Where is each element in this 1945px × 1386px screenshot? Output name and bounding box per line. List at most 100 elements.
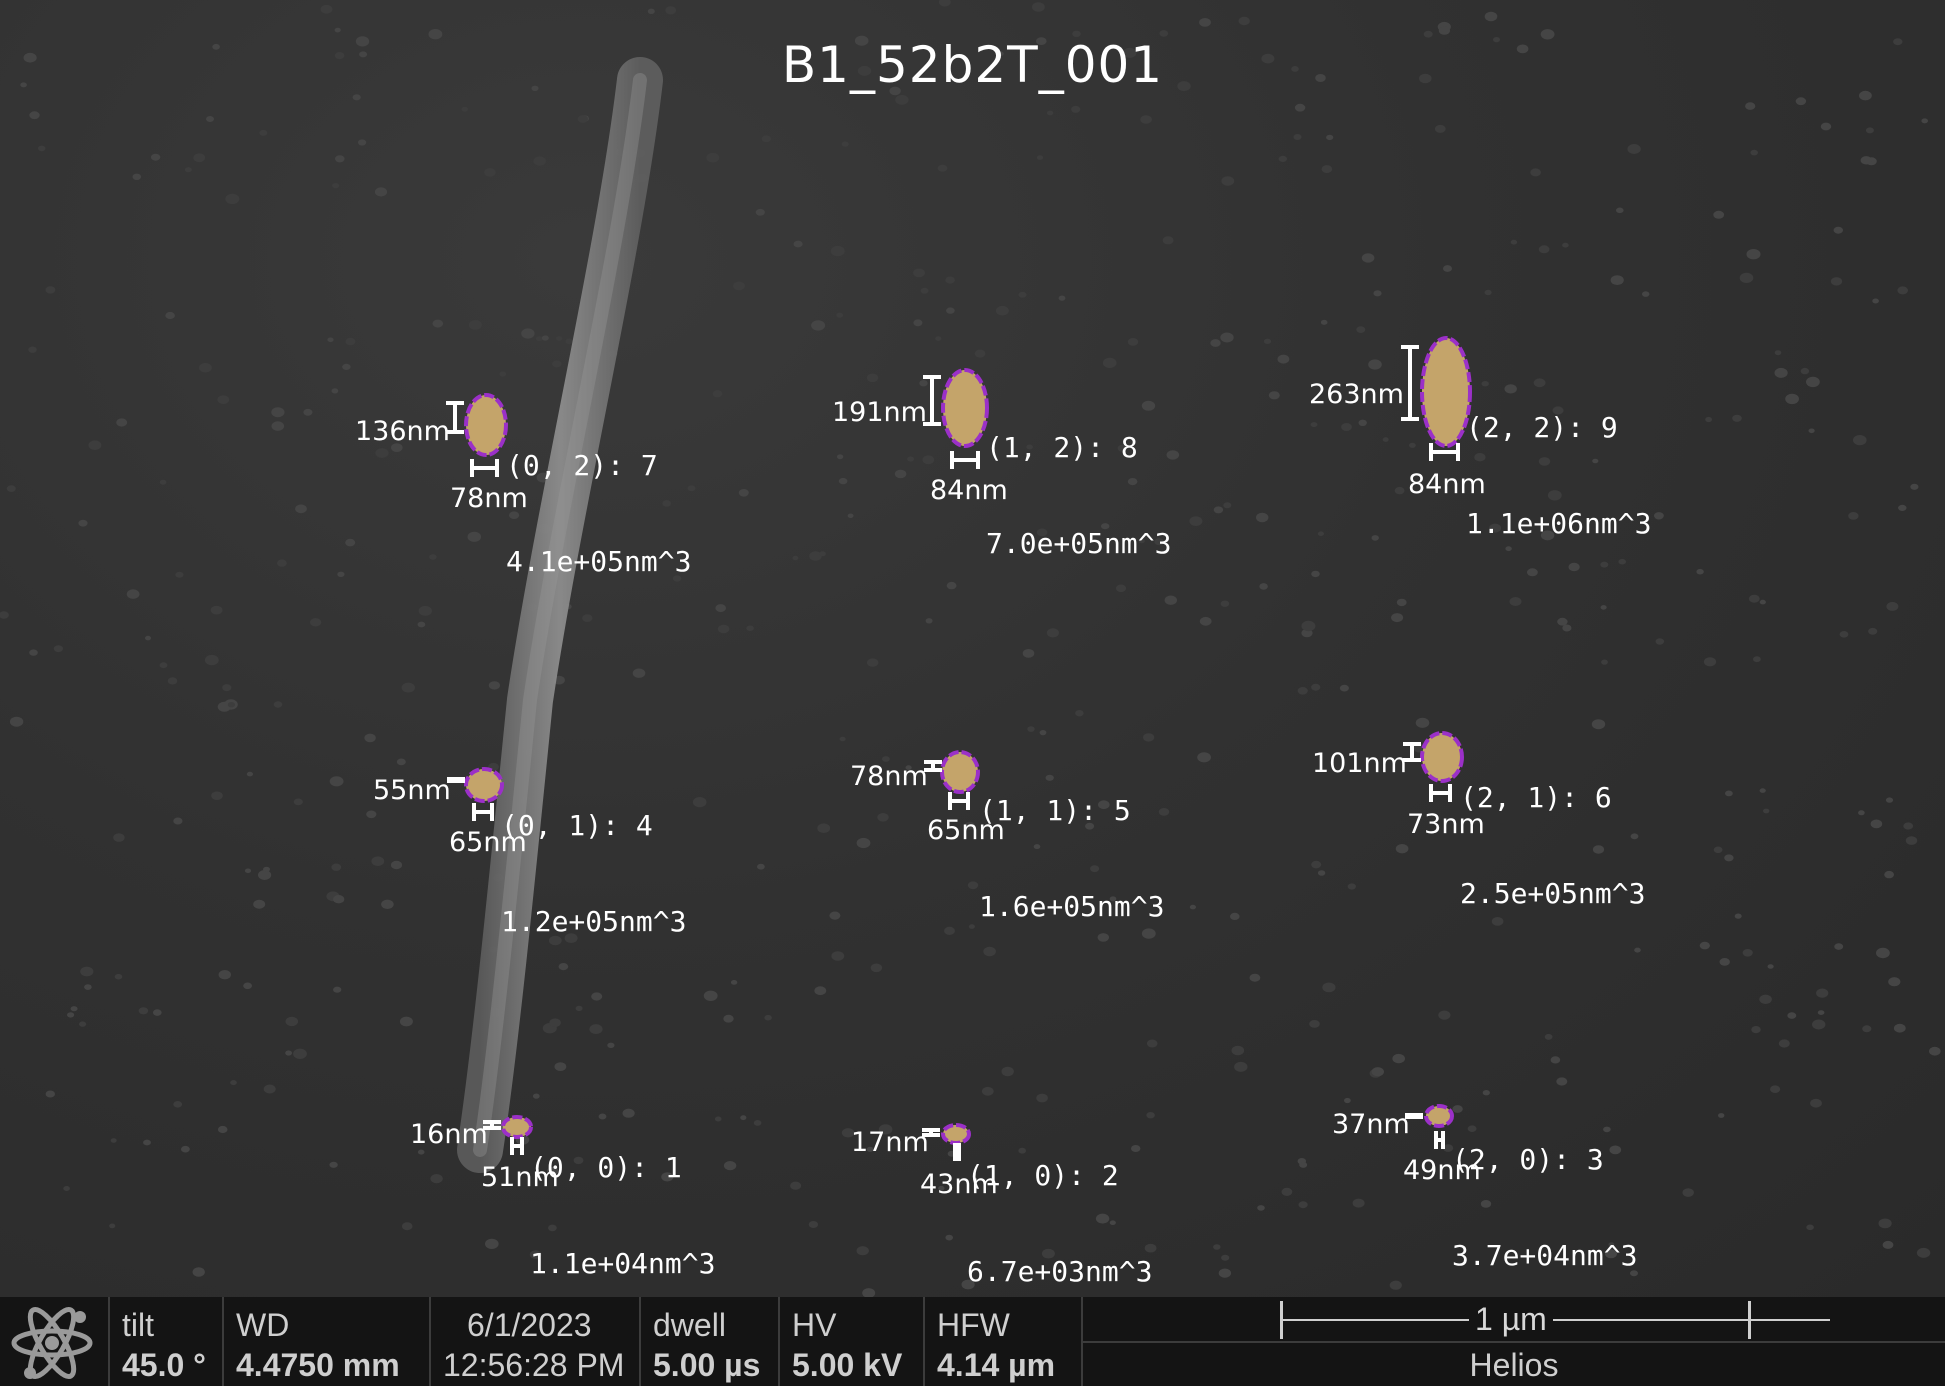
surface-speck bbox=[1309, 1020, 1320, 1028]
surface-speck bbox=[1423, 30, 1433, 38]
surface-speck bbox=[1616, 207, 1624, 214]
surface-speck bbox=[1394, 486, 1405, 495]
surface-speck bbox=[271, 407, 285, 418]
particle-id: (2, 2): 9 bbox=[1466, 411, 1618, 444]
surface-speck bbox=[1097, 933, 1110, 942]
surface-speck bbox=[1806, 1224, 1814, 1231]
surface-speck bbox=[1886, 601, 1899, 611]
surface-speck bbox=[359, 51, 368, 58]
width-label-3: 49nm bbox=[1403, 1155, 1481, 1186]
surface-speck bbox=[1146, 1112, 1155, 1119]
surface-speck bbox=[225, 193, 240, 205]
surface-speck bbox=[468, 320, 482, 330]
surface-speck bbox=[730, 980, 738, 985]
surface-speck bbox=[327, 337, 334, 343]
surface-speck bbox=[1898, 504, 1907, 511]
surface-speck bbox=[945, 276, 955, 284]
hfw-cell: HFW 4.14 µm bbox=[923, 1297, 1081, 1386]
surface-speck bbox=[607, 1042, 615, 1049]
surface-speck bbox=[945, 1234, 953, 1241]
surface-speck bbox=[591, 992, 603, 1001]
surface-speck bbox=[1834, 943, 1844, 950]
surface-speck bbox=[1117, 444, 1128, 452]
surface-speck bbox=[995, 305, 1009, 316]
surface-speck bbox=[1317, 531, 1324, 536]
surface-speck bbox=[67, 1012, 75, 1018]
surface-speck bbox=[1036, 37, 1047, 45]
surface-speck bbox=[692, 797, 707, 808]
surface-speck bbox=[535, 336, 543, 342]
surface-speck bbox=[1261, 53, 1275, 64]
surface-speck bbox=[1039, 730, 1047, 736]
surface-speck bbox=[1655, 638, 1665, 645]
height-label-2: 17nm bbox=[851, 1127, 929, 1158]
surface-speck bbox=[647, 8, 655, 14]
surface-speck bbox=[1538, 457, 1551, 466]
surface-speck bbox=[253, 899, 266, 909]
particle-label-2: (1, 0): 2 6.7e+03nm^3 bbox=[967, 1096, 1152, 1297]
surface-speck bbox=[531, 85, 539, 92]
surface-speck bbox=[753, 1120, 762, 1126]
surface-speck bbox=[1540, 530, 1555, 541]
surface-speck bbox=[1341, 423, 1352, 431]
surface-speck bbox=[218, 970, 231, 980]
sem-background bbox=[0, 0, 1941, 1297]
surface-speck bbox=[374, 187, 388, 197]
surface-speck bbox=[499, 371, 507, 377]
surface-speck bbox=[432, 319, 444, 328]
surface-speck bbox=[1897, 286, 1908, 295]
particle-id: (2, 0): 3 bbox=[1452, 1143, 1604, 1176]
surface-speck bbox=[335, 155, 345, 163]
surface-speck bbox=[1808, 428, 1815, 434]
surface-speck bbox=[841, 1128, 855, 1138]
surface-speck bbox=[399, 1016, 413, 1027]
surface-speck bbox=[1443, 1144, 1454, 1152]
surface-speck bbox=[1885, 797, 1894, 803]
surface-speck bbox=[1257, 1205, 1265, 1211]
surface-speck bbox=[1326, 134, 1334, 141]
surface-speck bbox=[258, 870, 272, 880]
hv-label: HV bbox=[792, 1307, 837, 1343]
surface-speck bbox=[332, 183, 340, 189]
surface-speck bbox=[1189, 904, 1196, 910]
surface-speck bbox=[1748, 594, 1760, 603]
surface-speck bbox=[1719, 958, 1730, 966]
surface-speck bbox=[687, 485, 696, 492]
surface-speck bbox=[839, 736, 846, 742]
surface-speck bbox=[271, 421, 285, 431]
surface-speck bbox=[1146, 1039, 1158, 1048]
surface-speck bbox=[396, 758, 406, 766]
surface-speck bbox=[1530, 168, 1541, 177]
surface-speck bbox=[1144, 1243, 1157, 1253]
surface-speck bbox=[1630, 833, 1639, 840]
particle-id: (1, 0): 2 bbox=[967, 1159, 1119, 1192]
surface-speck bbox=[838, 477, 848, 485]
surface-speck bbox=[1322, 982, 1336, 993]
surface-speck bbox=[1699, 941, 1710, 950]
surface-speck bbox=[913, 319, 923, 327]
surface-speck bbox=[1230, 912, 1240, 921]
surface-speck bbox=[740, 1115, 747, 1121]
surface-speck bbox=[790, 1181, 802, 1190]
surface-speck bbox=[263, 866, 270, 873]
width-label-8: 84nm bbox=[930, 475, 1008, 506]
particle-label-5: (1, 1): 5 1.6e+05nm^3 bbox=[979, 731, 1164, 987]
surface-speck bbox=[1610, 275, 1624, 285]
surface-speck bbox=[1510, 239, 1518, 245]
surface-speck bbox=[1036, 1093, 1048, 1103]
surface-speck bbox=[345, 337, 356, 346]
surface-speck bbox=[867, 658, 879, 667]
surface-speck bbox=[334, 52, 345, 60]
surface-speck bbox=[1344, 1097, 1351, 1104]
surface-speck bbox=[723, 1014, 734, 1023]
surface-speck bbox=[1177, 81, 1191, 92]
surface-speck bbox=[1839, 631, 1849, 638]
surface-speck bbox=[243, 982, 253, 990]
particle-label-8: (1, 2): 8 7.0e+05nm^3 bbox=[986, 368, 1171, 624]
surface-speck bbox=[1600, 561, 1609, 568]
sem-image: B1_52b2T_001 (0, 2): 7 4.1e+05nm^3 136nm… bbox=[0, 0, 1945, 1297]
surface-speck bbox=[1516, 44, 1529, 54]
surface-speck bbox=[352, 94, 361, 101]
surface-speck bbox=[1848, 512, 1859, 520]
surface-speck bbox=[1556, 1077, 1568, 1086]
